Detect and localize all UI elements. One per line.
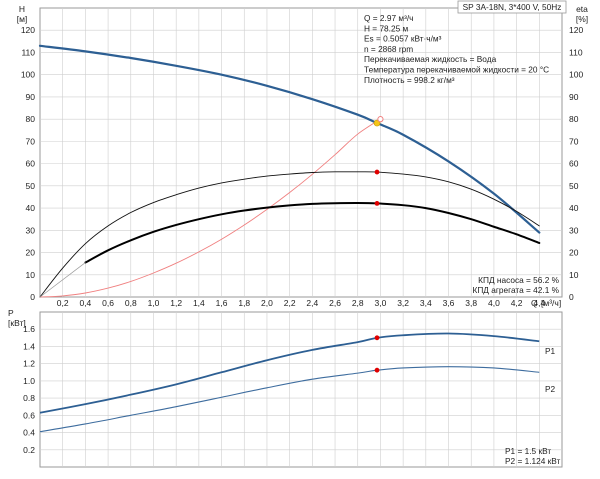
legend-p1: P1 — [545, 346, 556, 356]
y-tick-label-right: 70 — [569, 136, 579, 146]
y-tick-label-left: 90 — [26, 92, 36, 102]
series-layer — [38, 44, 541, 433]
y-axis-unit-p: [кВт] — [8, 318, 26, 328]
power-value-text: P1 = 1.5 кВт — [505, 446, 551, 456]
y-tick-label-right: 60 — [569, 159, 579, 169]
y-axis-title-eta: eta — [576, 4, 588, 14]
p-tick-label: 0.6 — [23, 410, 35, 420]
x-tick-label: 1,8 — [238, 298, 250, 308]
y-tick-label-right: 30 — [569, 225, 579, 235]
operating-info-line: Q = 2.97 м³/ч — [364, 13, 413, 23]
y-tick-label-left: 0 — [30, 292, 35, 302]
operating-info-line: Плотность = 998.2 кг/м³ — [364, 75, 455, 85]
grid-layer — [39, 7, 563, 468]
legend-p2: P2 — [545, 384, 556, 394]
top-plot-frame — [39, 7, 563, 298]
y-tick-label-left: 100 — [21, 70, 35, 80]
operating-info-line: Es = 0.5057 кВт·ч/м³ — [364, 34, 442, 44]
series-eff_pump-curve — [39, 171, 540, 298]
x-tick-label: 4,2 — [511, 298, 523, 308]
y-tick-label-left: 50 — [26, 181, 36, 191]
y-tick-label-right: 100 — [569, 70, 583, 80]
eff-pump-operating-point — [374, 169, 380, 175]
y-axis-unit-eta: [%] — [576, 14, 588, 24]
series-eff_total-curve — [84, 201, 541, 264]
series-head-curve — [38, 44, 541, 234]
x-tick-label: 0,8 — [125, 298, 137, 308]
x-tick-label: 2,4 — [306, 298, 318, 308]
x-tick-label: 2,2 — [284, 298, 296, 308]
y-tick-label-left: 120 — [21, 25, 35, 35]
eff-total-operating-point — [374, 201, 380, 206]
title-box — [457, 0, 567, 14]
x-tick-label: 4,0 — [488, 298, 500, 308]
eff-total-leadin-line — [39, 262, 86, 298]
y-tick-label-left: 30 — [26, 225, 36, 235]
y-axis-title-p: P — [8, 308, 14, 318]
x-tick-label: 0,2 — [57, 298, 69, 308]
series-system-curve — [39, 118, 381, 298]
y-tick-label-left: 70 — [26, 136, 36, 146]
p-tick-label: 1.2 — [23, 359, 35, 369]
p-tick-label: 1.0 — [23, 376, 35, 386]
p1-operating-point — [374, 335, 380, 341]
chart-title: SP 3A-18N, 3*400 V, 50Hz — [463, 2, 562, 12]
y-tick-label-right: 20 — [569, 248, 579, 258]
y-tick-label-left: 60 — [26, 159, 36, 169]
p2-operating-point — [374, 367, 380, 373]
x-tick-label: 3,4 — [420, 298, 432, 308]
x-tick-label: 3,6 — [443, 298, 455, 308]
y-tick-label-left: 110 — [21, 47, 35, 57]
x-tick-label: 1,0 — [148, 298, 160, 308]
y-tick-label-right: 120 — [569, 25, 583, 35]
y-axis-unit-h: [м] — [17, 14, 28, 24]
x-tick-label: 1,4 — [193, 298, 205, 308]
y-tick-label-right: 80 — [569, 114, 579, 124]
p-tick-label: 0.8 — [23, 393, 35, 403]
x-tick-label: 4,4 — [533, 298, 545, 308]
y-tick-label-left: 10 — [26, 270, 36, 280]
y-tick-label-right: 90 — [569, 92, 579, 102]
x-tick-label: 2,6 — [329, 298, 341, 308]
x-tick-label: 3,0 — [375, 298, 387, 308]
x-axis-title-q: Q — [531, 298, 538, 308]
efficiency-info-line: КПД насоса = 56.2 % — [478, 275, 559, 285]
y-axis-title-h: H — [19, 4, 25, 14]
p-tick-label: 0.2 — [23, 445, 35, 455]
system-curve-end-marker — [377, 116, 384, 123]
x-axis-unit-q: [м³/ч] — [541, 298, 561, 308]
x-tick-label: 2,0 — [261, 298, 273, 308]
y-tick-label-left: 20 — [26, 248, 36, 258]
p-tick-label: 1.6 — [23, 324, 35, 334]
operating-info-line: Перекачиваемая жидкость = Вода — [364, 54, 497, 64]
x-tick-label: 3,2 — [397, 298, 409, 308]
operating-info-line: n = 2868 rpm — [364, 44, 413, 54]
x-tick-label: 0,6 — [102, 298, 114, 308]
p-tick-label: 1.4 — [23, 341, 35, 351]
y-tick-label-right: 110 — [569, 47, 583, 57]
bottom-plot-frame — [39, 311, 563, 468]
operating-info-line: Температура перекачиваемой жидкости = 20… — [364, 65, 549, 75]
x-tick-label: 0,4 — [79, 298, 91, 308]
y-tick-label-left: 40 — [26, 203, 36, 213]
x-tick-label: 2,8 — [352, 298, 364, 308]
y-tick-label-right: 50 — [569, 181, 579, 191]
efficiency-info-line: КПД агрегата = 42.1 % — [473, 285, 560, 295]
x-tick-label: 1,2 — [170, 298, 182, 308]
text-layer: 0,2 0,4 0,6 0,8 1,0 1,2 1,4 1,6 1,8 2,0 2,2 2,4 2,6 2… — [8, 0, 588, 466]
operating-info-line: H = 78.25 м — [364, 23, 409, 33]
power-value-text: P2 = 1.124 кВт — [505, 456, 561, 466]
series-p1-curve — [39, 332, 540, 414]
series-p2-curve — [39, 366, 540, 433]
x-tick-label: 3,8 — [465, 298, 477, 308]
p-tick-label: 0.4 — [23, 428, 35, 438]
y-tick-label-left: 80 — [26, 114, 36, 124]
y-tick-label-right: 40 — [569, 203, 579, 213]
y-tick-label-right: 10 — [569, 270, 579, 280]
y-tick-label-right: 0 — [569, 292, 574, 302]
x-tick-label: 1,6 — [216, 298, 228, 308]
